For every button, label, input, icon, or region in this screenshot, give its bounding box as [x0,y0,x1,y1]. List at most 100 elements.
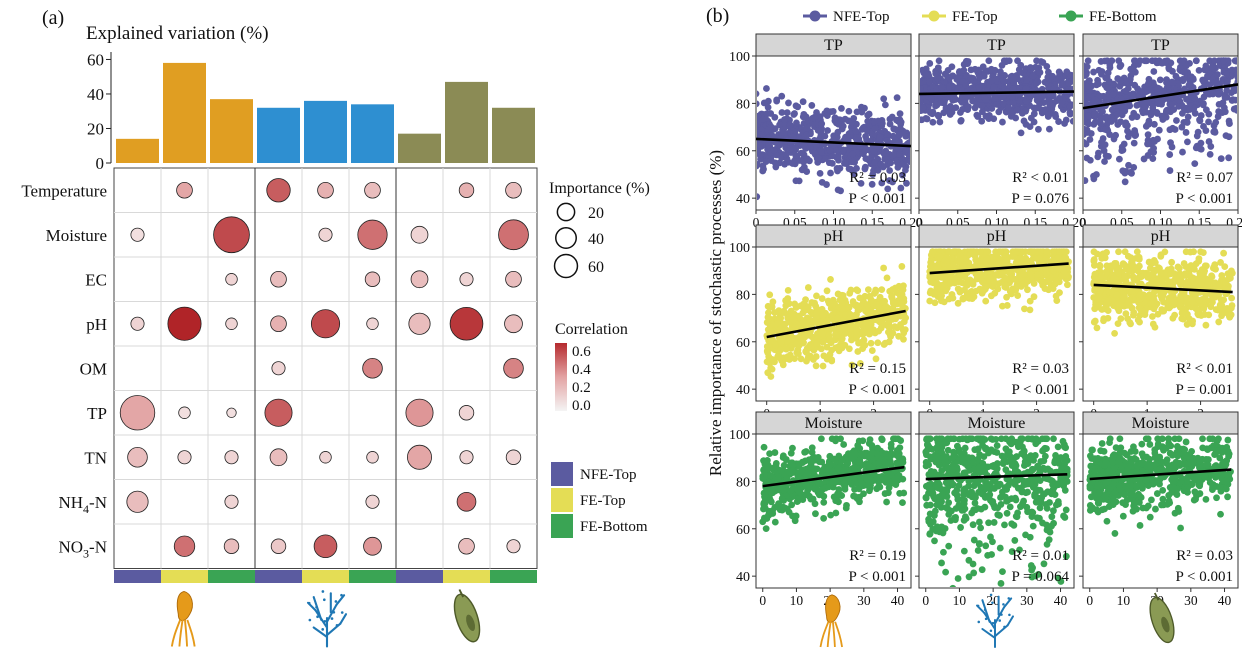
importance-bubble-1-6 [410,225,429,244]
scatter-point [757,90,760,98]
scatter-point [1218,312,1225,320]
scatter-point [945,75,953,83]
scatter-point [1206,150,1214,158]
scatter-point [778,92,786,100]
scatter-point [862,132,869,140]
bar-nfe-top-6 [398,133,441,163]
scatter-point [1169,79,1177,87]
importance-bubble-3-6 [408,312,431,335]
scatter-point [992,75,1000,83]
importance-bubble-5-2 [226,407,237,418]
scatter-point [1186,106,1194,113]
scatter-point [1215,318,1223,326]
scatter-point [934,64,942,72]
scatter-point [926,289,934,297]
scatter-point [936,118,944,126]
scatter-point [936,253,944,261]
scatter-point [940,548,947,556]
scatter-point [929,279,937,287]
scatter-legend: NFE-Top FE-Top FE-Bottom [803,9,1157,25]
scatter-point [974,112,982,120]
row-label-5: TP [87,404,107,423]
scatter-point [872,301,880,309]
coral-dot [321,590,325,593]
scatter-point [1228,302,1236,309]
scatter-point [1116,63,1124,70]
scatter-point [922,70,929,78]
scatter-point [793,119,800,127]
scatter-point [834,186,842,194]
scatter-point [789,316,797,324]
scatter-point [812,362,820,370]
scatter-point [858,480,865,487]
scatter-point [934,75,942,83]
scatter-point [965,477,973,485]
scatter-point [865,330,873,338]
scatter-point [1192,305,1200,313]
scatter-point [968,280,976,287]
scatter-point [852,334,860,341]
scatter-point [805,492,813,500]
strip-fe-bottom [208,570,255,583]
scatter-point [1226,120,1233,128]
scatter-point [1093,171,1100,178]
scatter-point [834,154,842,161]
scatter-point [1194,310,1202,318]
scatter-point [1108,106,1116,114]
bar-fe-top-7 [445,81,488,163]
scatter-point [1033,79,1040,87]
scatter-point [848,455,855,462]
scatter-point [995,108,1003,116]
scatter-point [1110,262,1117,270]
importance-legend-title: Importance (%) [549,180,650,197]
scatter-point [1035,125,1042,133]
panel-a-label: (a) [42,7,64,29]
scatter-point [1084,177,1089,184]
scatter-point [1115,248,1122,256]
scatter-point [871,159,879,166]
scatter-point [942,568,950,576]
scatter-point [858,108,866,116]
scatter-point [804,284,812,291]
scatter-point [760,514,768,522]
scatter-point [954,496,962,503]
scatter-point [803,168,811,175]
scatter-point [1110,275,1118,282]
scatter-point [838,105,845,112]
scatter-point [1114,75,1122,82]
scatter-point [1185,315,1193,323]
row-label-0: Temperature [21,181,107,200]
scatter-point [1022,85,1030,93]
scatter-point [1065,79,1073,87]
scatter-point [811,485,819,493]
scatter-point [902,132,910,140]
scatter-point [1191,95,1199,102]
scatter-point [868,130,875,137]
scatter-point [1218,272,1226,279]
scatter-point [1150,120,1158,128]
bar-fe-bottom-8 [492,107,535,163]
scatter-point [999,302,1006,310]
scatter-point [823,343,831,351]
importance-legend-label-20: 20 [588,205,604,222]
p-annotation: P = 0.076 [1012,191,1070,207]
scatter-point [1221,263,1229,271]
scatter-point [873,473,881,481]
scatter-point [1020,270,1028,278]
scatter-point [853,328,860,336]
scatter-point [760,467,768,475]
scatter-point [1095,301,1102,309]
scatter-point [1180,260,1188,267]
row-label-3: pH [86,315,107,334]
scatter-point [945,542,953,550]
scatter-point [799,98,807,106]
scatter-point [856,458,864,466]
importance-legend-circle-20 [556,202,576,222]
scatter-point [843,501,850,509]
scatter-point [845,345,853,353]
importance-legend-label-60: 60 [588,259,604,276]
scatter-point [1195,66,1203,74]
scatter-point [895,472,903,479]
p-annotation: P = 0.001 [1176,382,1234,398]
